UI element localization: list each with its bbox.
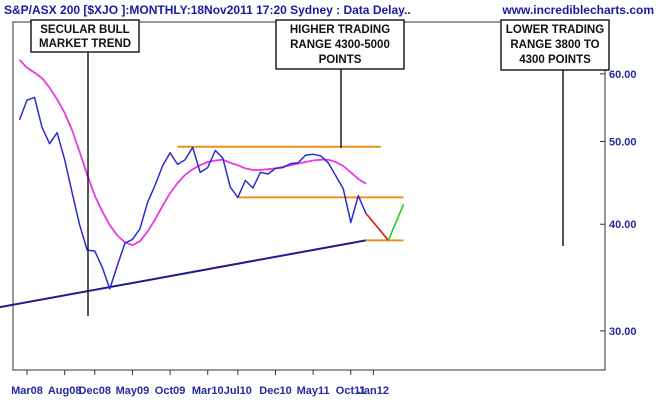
annotation-higher-line3: POINTS — [319, 54, 362, 66]
x-tick-label: May11 — [297, 385, 330, 397]
annotation-lower: LOWER TRADING RANGE 3800 TO 4300 POINTS — [500, 19, 610, 246]
site-label: www.incrediblecharts.com — [501, 3, 654, 17]
projection-down-line — [365, 212, 390, 241]
annotation-higher-box — [275, 19, 405, 70]
series-layer — [18, 59, 367, 290]
x-tick-label: Oct09 — [155, 385, 186, 397]
annotation-higher-line2: RANGE 4300-5000 — [290, 39, 390, 51]
projection-up-line — [387, 204, 405, 241]
annotation-higher-line1: HIGHER TRADING — [290, 24, 390, 36]
x-tick-label: Dec08 — [79, 385, 111, 397]
annotation-lower-line3: 4300 POINTS — [519, 54, 591, 66]
annotation-secular-box — [30, 19, 140, 53]
x-tick-label: Mar08 — [11, 385, 43, 397]
annotation-secular-line2: MARKET TREND — [39, 38, 131, 50]
x-tick-label: Jan12 — [358, 385, 389, 397]
annotation-lower-line2: RANGE 3800 TO — [510, 39, 599, 51]
reference-lines — [0, 145, 405, 309]
moving-average-series-line — [18, 59, 367, 247]
y-axis: 30.00 40.00 50.00 60.00 — [600, 69, 637, 338]
plot-frame — [12, 21, 606, 371]
x-tick-label: Dec10 — [259, 385, 291, 397]
header: S&P/ASX 200 [$XJO ]:MONTHLY:18Nov2011 17… — [4, 3, 654, 17]
y-tick-label: 40.00 — [609, 219, 637, 231]
y-tick-label: 60.00 — [609, 69, 637, 81]
annotation-secular-line1: SECULAR BULL — [40, 24, 129, 36]
annotation-lower-box — [500, 19, 610, 71]
annotation-secular: SECULAR BULL MARKET TREND — [30, 19, 140, 316]
trendline-line — [0, 239, 367, 309]
x-tick-label: Aug08 — [48, 385, 82, 397]
x-tick-label: Mar10 — [192, 385, 224, 397]
x-tick-label: Oct11 — [336, 385, 366, 397]
x-tick-label: Jul10 — [224, 385, 252, 397]
price-series-line — [18, 96, 367, 290]
annotation-lower-line1: LOWER TRADING — [506, 24, 604, 36]
x-tick-label: May09 — [116, 385, 150, 397]
y-tick-label: 50.00 — [609, 136, 637, 148]
annotation-higher: HIGHER TRADING RANGE 4300-5000 POINTS — [275, 19, 405, 148]
chart-title: S&P/ASX 200 [$XJO ]:MONTHLY:18Nov2011 17… — [4, 3, 411, 17]
y-tick-label: 30.00 — [609, 326, 637, 338]
